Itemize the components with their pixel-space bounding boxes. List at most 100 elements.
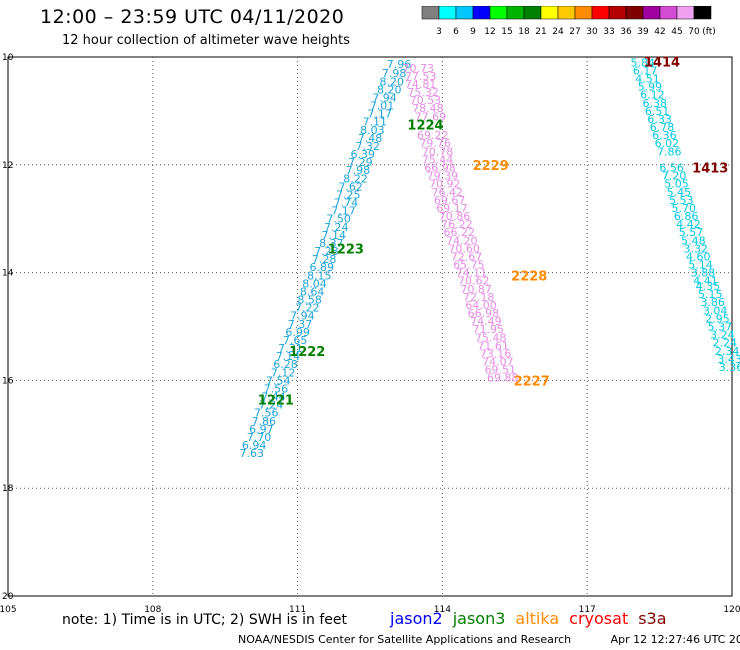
wave-height-point: 7.63 [239, 447, 264, 460]
wave-height-point: 65.75 [453, 259, 485, 272]
wave-height-point: 5.99 [638, 81, 663, 94]
track-time-label: 1224 [407, 118, 443, 133]
satellite-legend: jason2 jason3 altika cryosat s3a [390, 609, 677, 628]
chart-title: 12:00 – 23:59 UTC 04/11/2020 [40, 6, 345, 28]
wave-height-point: 70.60 [448, 242, 480, 255]
wave-height-point: 7.98 [346, 164, 371, 177]
units-label: (ft) [702, 27, 716, 37]
wave-height-point: 76.22 [441, 218, 473, 231]
color-swatch [693, 6, 712, 20]
wave-height-point: 77.53 [405, 70, 437, 83]
wave-height-point: 7.22 [295, 302, 320, 315]
wave-height-point: 3.32 [684, 242, 709, 255]
wave-height-point: 66.98 [468, 307, 500, 320]
wave-height-point: 7.98 [382, 67, 407, 80]
wave-height-point: 2.24 [713, 337, 738, 350]
wave-height-point: 6.89 [309, 261, 334, 274]
note-text: note: 1) Time is in UTC; 2) SWH is in fe… [62, 612, 348, 628]
wave-height-point: 8.20 [377, 83, 402, 96]
wave-height-point: 5.53 [669, 194, 694, 207]
track-time-label: 1221 [258, 393, 294, 408]
satellite-legend-item: cryosat [569, 609, 629, 628]
wave-height-point: 7.11 [363, 116, 388, 129]
satellite-legend-item: s3a [638, 609, 667, 628]
color-tick-label: 30 [586, 27, 598, 37]
wave-height-point: 72.67 [451, 250, 483, 263]
wave-height-point: 7.29 [348, 156, 373, 169]
wave-height-point: 6.51 [645, 105, 670, 118]
color-tick-label: 3 [436, 27, 442, 37]
wave-height-point: 6.17 [633, 64, 658, 77]
wave-height-point: 79.76 [419, 137, 451, 150]
wave-height-point: 7.86 [252, 415, 277, 428]
track-time-label: 1223 [328, 242, 364, 257]
wave-height-point: 6.39 [351, 148, 376, 161]
wave-height-point: 8.20 [379, 75, 404, 88]
wave-height-point: 7.25 [336, 188, 361, 201]
wave-height-point: 8.15 [307, 269, 332, 282]
color-scale-legend: 3 6 9 12 15 18 21 24 27 30 33 36 39 42 45 70 (ft) [421, 6, 716, 37]
wave-height-point: 2.95 [705, 312, 730, 325]
wave-height-point: 71.95 [473, 323, 505, 336]
wave-height-point: 7.17 [367, 108, 392, 121]
wave-height-point: 69.22 [417, 129, 449, 142]
wave-height-point: 7.31 [278, 342, 303, 355]
wave-height-point: 3.24 [710, 329, 735, 342]
wave-height-point: 7.94 [290, 310, 315, 323]
wave-height-point: 6.02 [655, 137, 680, 150]
wave-height-point: 3.43 [717, 353, 740, 366]
wave-height-point: 77.69 [415, 110, 447, 123]
wave-height-point: 69.51 [485, 364, 517, 377]
wave-height-point: 4.60 [686, 250, 711, 263]
y-tick-label: 20 [2, 592, 14, 602]
wave-height-point: 3.04 [703, 304, 728, 317]
wave-height-point: 7.44 [261, 391, 286, 404]
wave-height-point: 7.65 [283, 334, 308, 347]
wave-height-point: 6.94 [242, 439, 267, 452]
x-tick-label: 120 [723, 605, 740, 615]
x-tick-label: 114 [434, 605, 451, 615]
wave-height-point: 3.88 [691, 267, 716, 280]
satellite-legend-item: jason2 [390, 609, 443, 628]
color-tick-label: 15 [501, 27, 512, 37]
wave-height-point: 6.12 [640, 89, 665, 102]
footer: NOAA/NESDIS Center for Satellite Applica… [238, 633, 740, 646]
wave-height-point: 79.39 [427, 170, 459, 183]
chart-subtitle: 12 hour collection of altimeter wave hei… [62, 33, 350, 48]
footer-center: NOAA/NESDIS Center for Satellite Applica… [238, 633, 572, 646]
wave-height-point: 74.11 [456, 267, 488, 280]
wave-height-point: 6.97 [249, 423, 274, 436]
wave-height-point: 3.36 [719, 361, 740, 374]
wave-height-point: 70.92 [429, 178, 461, 191]
track-time-label: 2228 [511, 269, 547, 284]
satellite-legend-item: altika [515, 609, 560, 628]
wave-height-point: 5.14 [688, 259, 713, 272]
wave-height-point: 7.14 [322, 229, 347, 242]
color-tick-label: 39 [637, 27, 649, 37]
track-time-label: 1414 [644, 55, 680, 70]
color-tick-label: 12 [484, 27, 495, 37]
satellite-legend-item: jason3 [452, 609, 506, 628]
wave-height-point: 74.20 [446, 234, 478, 247]
track-time-label: 1222 [289, 345, 325, 360]
wave-height-point: 8.37 [319, 237, 344, 250]
wave-height-point: 6.99 [285, 326, 310, 339]
y-tick-label: 14 [2, 269, 14, 279]
wave-height-point: 5.15 [698, 288, 723, 301]
wave-height-point: 70.62 [458, 275, 490, 288]
wave-height-point: 5.45 [667, 186, 692, 199]
y-tick-label: 10 [2, 53, 14, 63]
wave-height-point: 5.37 [708, 321, 733, 334]
wave-height-point: 3.86 [700, 296, 725, 309]
wave-height-point: 8.64 [300, 285, 325, 298]
wave-height-point: 5.84 [630, 56, 655, 69]
color-tick-label: 42 [654, 27, 665, 37]
wave-height-point: 5.70 [671, 202, 696, 215]
wave-height-point: 7.37 [288, 318, 313, 331]
track-time-label: 1413 [692, 161, 728, 176]
wave-height-point: 66.98 [424, 161, 456, 174]
wave-height-point: 5.05 [664, 178, 689, 191]
wave-height-point: 69.17 [436, 202, 468, 215]
wave-height-point: 7.32 [355, 140, 380, 153]
